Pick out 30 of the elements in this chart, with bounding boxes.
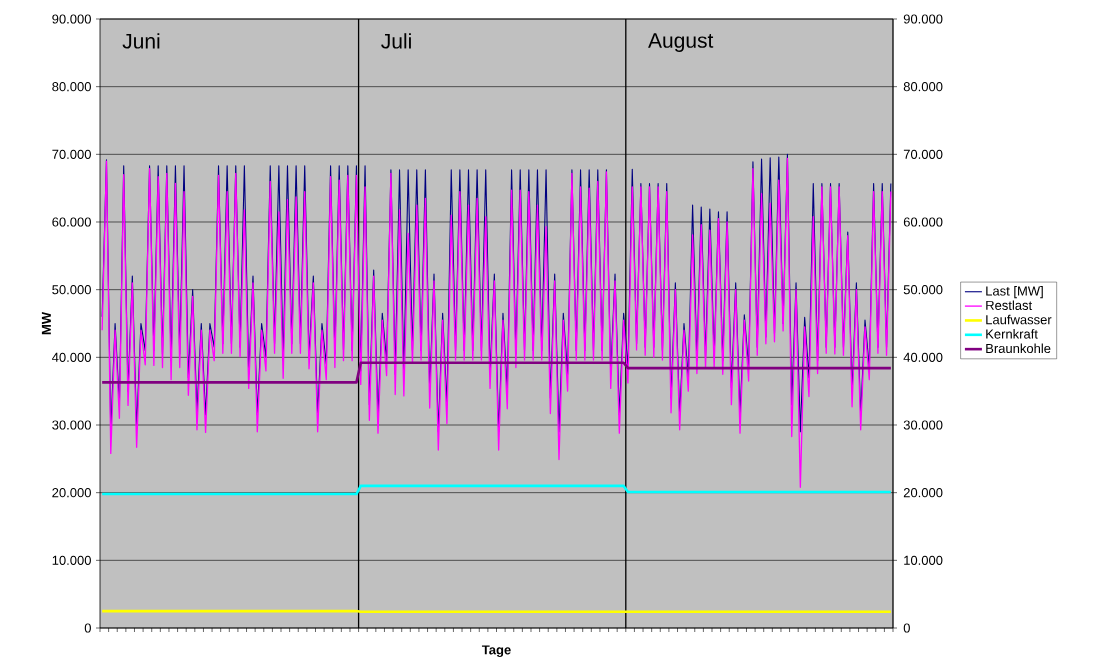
legend-label: Braunkohle	[986, 343, 1051, 354]
y-tick-label: 0	[84, 623, 91, 633]
y-tick-label: 50.000	[52, 285, 91, 295]
legend-label: Restlast	[986, 300, 1033, 310]
y2-tick-label: 50.000	[903, 285, 943, 295]
annotation: Juni	[122, 33, 160, 49]
annotation: August	[648, 33, 714, 52]
y2-tick-label: 10.000	[904, 555, 943, 565]
y2-tick-label: 30.000	[903, 420, 943, 430]
annotation: Juli	[381, 33, 411, 49]
y-tick-label: 70.000	[52, 149, 91, 159]
legend-label: Last [MW]	[986, 286, 1043, 299]
y-tick-label: 60.000	[52, 217, 91, 227]
y2-tick-label: 80.000	[903, 82, 943, 92]
y2-tick-label: 60.000	[903, 217, 943, 227]
y-tick-label: 80.000	[52, 82, 91, 92]
legend-label: Laufwasser	[986, 314, 1052, 325]
y2-tick-label: 20.000	[903, 488, 943, 498]
y2-tick-label: 90.000	[903, 14, 943, 24]
y-tick-label: 40.000	[52, 352, 91, 362]
y-tick-label: 90.000	[52, 14, 91, 24]
legend-label: Kernkraft	[986, 329, 1038, 339]
y-tick-label: 20.000	[52, 488, 91, 498]
y2-tick-label: 0	[903, 623, 910, 633]
y-axis-title: MW	[41, 311, 51, 335]
y-tick-label: 30.000	[52, 420, 91, 430]
y2-tick-label: 40.000	[903, 352, 943, 362]
x-axis-title: Tage	[481, 645, 511, 658]
y-tick-label: 10.000	[52, 555, 91, 565]
y2-tick-label: 70.000	[903, 149, 943, 159]
